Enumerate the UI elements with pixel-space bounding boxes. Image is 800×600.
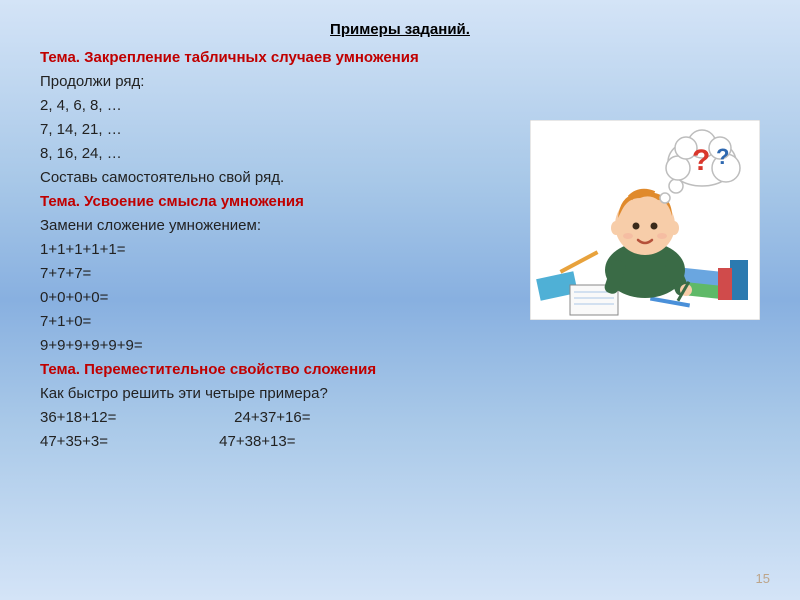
pair-1b: 24+37+16= xyxy=(234,409,310,426)
expr-5: 9+9+9+9+9+9= xyxy=(40,334,760,358)
theme-3-label: Тема. xyxy=(40,361,80,378)
theme-3-text: Переместительное свойство сложения xyxy=(84,361,376,378)
title-text: Примеры заданий. xyxy=(330,21,470,38)
pair-row-1: 36+18+12= 24+37+16= xyxy=(40,406,760,430)
theme-2-text: Усвоение смысла умножения xyxy=(84,193,304,210)
theme-1-label: Тема. xyxy=(40,49,80,66)
theme-3: Тема. Переместительное свойство сложения xyxy=(40,358,760,382)
pair-2b: 47+38+13= xyxy=(219,433,295,450)
illustration: ? ? xyxy=(530,120,760,320)
theme-1-text: Закрепление табличных случаев умножения xyxy=(84,49,419,66)
page-number: 15 xyxy=(756,571,770,586)
pair-2a: 47+35+3= xyxy=(40,430,215,454)
theme-2-label: Тема. xyxy=(40,193,80,210)
pair-row-2: 47+35+3= 47+38+13= xyxy=(40,430,760,454)
continue-label: Продолжи ряд: xyxy=(40,70,760,94)
pair-1a: 36+18+12= xyxy=(40,406,230,430)
question-line: Как быстро решить эти четыре примера? xyxy=(40,382,760,406)
svg-text:?: ? xyxy=(716,144,729,169)
svg-text:?: ? xyxy=(692,144,710,177)
sequence-1: 2, 4, 6, 8, … xyxy=(40,94,760,118)
page-title: Примеры заданий. xyxy=(40,18,760,42)
theme-1: Тема. Закрепление табличных случаев умно… xyxy=(40,46,760,70)
